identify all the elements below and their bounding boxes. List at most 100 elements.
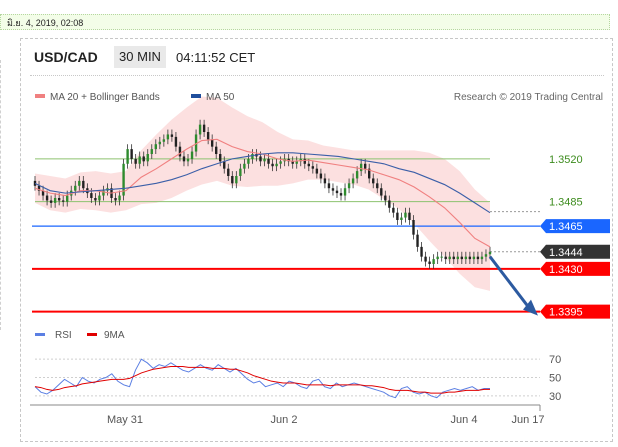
timeframe-button[interactable]: 30 MIN	[114, 46, 166, 68]
candle-body	[376, 183, 379, 189]
forecast-arrowhead	[523, 299, 538, 316]
ma9-legend-label: 9MA	[104, 330, 125, 341]
candle-body	[138, 156, 141, 164]
rsi-tick-70: 70	[549, 354, 561, 366]
candle-body	[400, 217, 403, 220]
rsi-line	[34, 358, 490, 399]
candle-body	[295, 161, 298, 164]
left-edge-line	[0, 60, 2, 330]
candle-body	[488, 251, 492, 255]
ma50-legend-label: MA 50	[206, 92, 235, 103]
candle-body	[239, 168, 242, 176]
candle-body	[82, 180, 85, 189]
candle-body	[380, 188, 383, 196]
candle-body	[243, 163, 246, 169]
candle-body	[372, 178, 375, 184]
candle-body	[186, 158, 190, 162]
candle-body	[94, 198, 97, 201]
candle-body	[311, 166, 315, 169]
candle-body	[74, 185, 77, 191]
candle-body	[182, 156, 186, 162]
candle-body	[472, 256, 476, 260]
candle-body	[150, 149, 153, 154]
candle-body	[114, 198, 117, 201]
candle-body	[53, 198, 57, 203]
candle-body	[476, 256, 480, 260]
candle-body	[428, 261, 431, 264]
candle-body	[335, 190, 339, 194]
candle-body	[331, 188, 335, 191]
candle-body	[198, 124, 202, 135]
candle-body	[45, 195, 49, 201]
candle-body	[219, 154, 222, 162]
candle-body	[210, 139, 214, 147]
header-separator	[30, 75, 604, 76]
candle-body	[468, 256, 472, 260]
forecast-arrow-line	[488, 255, 534, 313]
rsi-ma9-line	[34, 366, 490, 394]
candle-body	[66, 195, 69, 202]
candle-body	[404, 212, 407, 218]
rsi-tick-50: 50	[549, 373, 561, 385]
candle-body	[484, 254, 488, 257]
candle-body	[279, 161, 282, 164]
candle-body	[142, 156, 145, 162]
rsi-panel: 30 50 70	[30, 354, 561, 411]
level-badge-text-1.3430: 1.3430	[549, 264, 583, 276]
candle-body	[460, 256, 464, 260]
price-legend: MA 20 + Bollinger Bands MA 50	[35, 92, 235, 103]
candle-body	[178, 146, 182, 157]
candle-body	[388, 200, 391, 208]
candle-body	[368, 168, 371, 179]
candle-body	[223, 161, 226, 169]
candle-body	[78, 180, 81, 186]
candle-body	[448, 256, 451, 260]
candle-body	[392, 207, 395, 213]
candle-body	[98, 195, 101, 201]
rsi-legend-swatch	[35, 333, 45, 336]
candle-body	[158, 141, 162, 145]
candle-body	[384, 195, 387, 201]
candle-body	[130, 149, 133, 159]
symbol-title: USD/CAD	[34, 49, 98, 65]
date-text: มิ.ย. 4, 2019, 02:08	[7, 18, 84, 28]
level-badge-1.3430	[540, 261, 610, 276]
candle-body	[440, 256, 443, 258]
candle-body	[122, 163, 125, 196]
candle-body	[343, 188, 347, 196]
candle-body	[102, 190, 105, 196]
candle-body	[291, 161, 294, 164]
candle-body	[49, 200, 53, 203]
candle-body	[166, 134, 170, 140]
ma20-legend-label: MA 20 + Bollinger Bands	[50, 92, 160, 103]
candle-body	[214, 146, 218, 154]
x-tick-may31: May 31	[107, 414, 143, 426]
candle-body	[416, 234, 419, 247]
candle-body	[231, 176, 234, 184]
candle-body	[154, 144, 157, 150]
rsi-legend-label: RSI	[55, 330, 72, 341]
x-tick-jun2: Jun 2	[271, 414, 298, 426]
candle-body	[126, 149, 129, 164]
candle-body	[247, 158, 250, 164]
candle-body	[134, 158, 137, 164]
candle-body	[420, 246, 423, 257]
candle-body	[206, 132, 210, 140]
candle-body	[307, 163, 311, 167]
candle-body	[339, 193, 343, 196]
level-lines	[32, 158, 540, 313]
candle-body	[194, 134, 198, 152]
ma20-legend-swatch	[35, 94, 45, 98]
rsi-tick-30: 30	[549, 391, 561, 403]
time-readout: 04:11:52 CET	[176, 50, 256, 65]
candle-body	[436, 256, 439, 260]
candle-body	[263, 158, 266, 162]
level-badge-1.3395	[540, 304, 610, 319]
date-bar: มิ.ย. 4, 2019, 02:08	[0, 14, 610, 30]
candle-body	[202, 124, 206, 132]
candle-body	[359, 163, 363, 172]
moving-averages	[34, 138, 538, 316]
candle-body	[355, 171, 359, 179]
level-badge-text-1.3444: 1.3444	[549, 247, 583, 259]
candle-body	[323, 178, 327, 184]
